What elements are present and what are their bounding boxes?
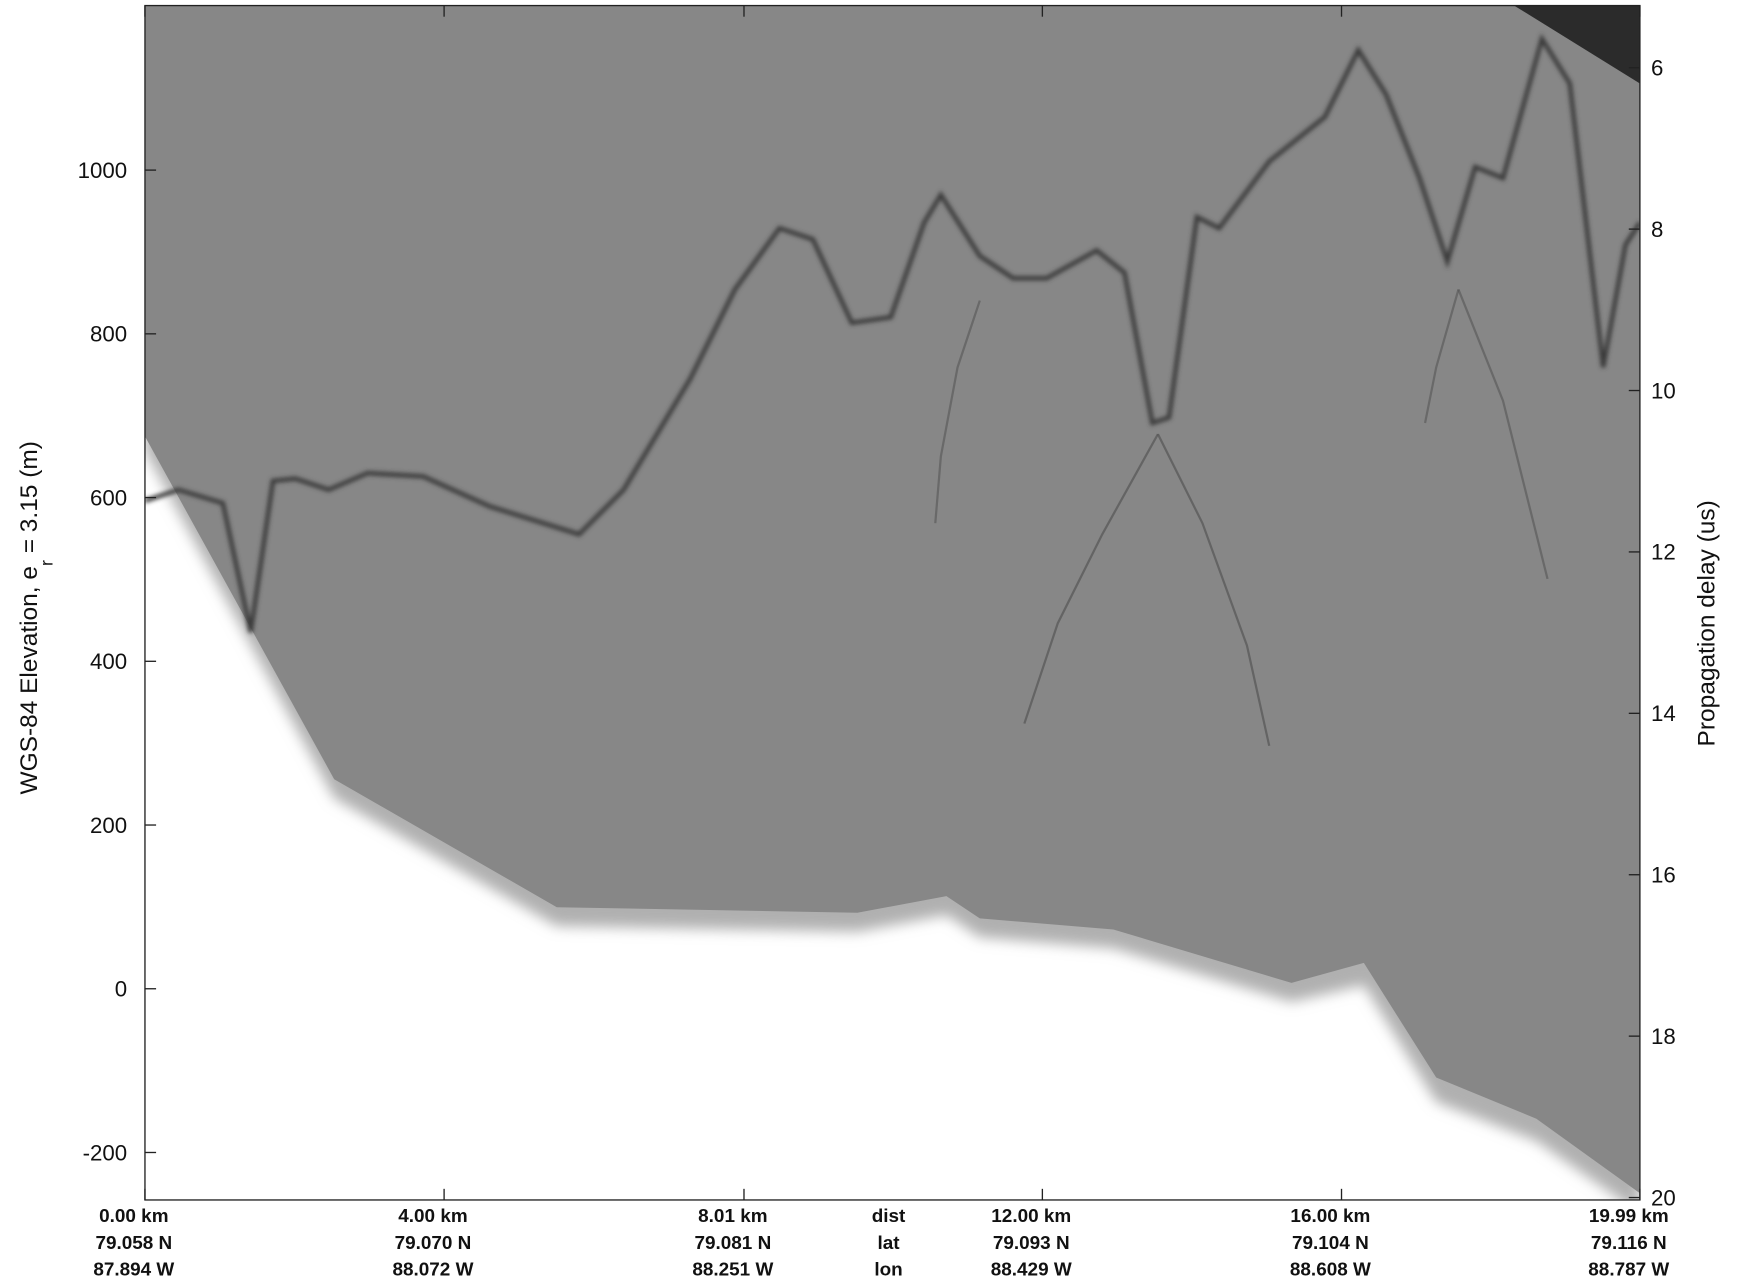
lon-label: 87.894 W (93, 1260, 174, 1279)
lat-label: 79.116 N (1591, 1233, 1667, 1254)
y-tick-label: 400 (90, 649, 127, 674)
lat-label: 79.081 N (694, 1233, 771, 1254)
x-tick-label: 19.99 km (1589, 1206, 1669, 1227)
lat-label: 79.104 N (1292, 1233, 1369, 1254)
lat-label: 79.070 N (395, 1233, 472, 1254)
lat-label: 79.058 N (95, 1233, 172, 1254)
y-tick-label: -200 (83, 1140, 128, 1165)
echogram-image (144, 5, 1640, 1200)
lon-label: 88.429 W (991, 1260, 1072, 1279)
x-tick-label: 4.00 km (398, 1206, 467, 1227)
x-tick-label: 12.00 km (991, 1206, 1071, 1227)
y2-tick-label: 16 (1651, 863, 1676, 888)
y2-tick-label: 12 (1651, 540, 1676, 565)
y-axis-label: WGS-84 Elevation, er = 3.15 (m) (16, 441, 57, 794)
y-tick-label: 600 (90, 485, 127, 510)
y-label-suffix: = 3.15 (m) (16, 441, 43, 560)
y2-tick-label: 10 (1651, 378, 1676, 403)
y-label-main: WGS-84 Elevation, e (16, 566, 43, 794)
x-tick-label: 16.00 km (1290, 1206, 1370, 1227)
y2-tick-label: 6 (1651, 55, 1663, 80)
lon-label: 88.251 W (692, 1260, 773, 1279)
plot-frame (144, 4, 1641, 1201)
lon-label: 88.787 W (1588, 1260, 1669, 1279)
y2-tick-label: 8 (1651, 217, 1663, 242)
y-tick-label: 0 (115, 977, 127, 1002)
row-label: lat (877, 1233, 900, 1254)
y2-tick-label: 18 (1651, 1024, 1676, 1049)
x-tick-label: 8.01 km (698, 1206, 767, 1227)
row-label: dist (872, 1206, 906, 1227)
y2-axis-label: Propagation delay (us) (1693, 500, 1720, 746)
lon-label: 88.608 W (1290, 1260, 1371, 1279)
lon-label: 88.072 W (392, 1260, 473, 1279)
row-label: lon (874, 1260, 902, 1279)
lat-label: 79.093 N (993, 1233, 1070, 1254)
y2-tick-label: 20 (1651, 1185, 1676, 1210)
y-tick-label: 800 (90, 322, 127, 347)
y-label-sub: r (37, 560, 57, 566)
x-tick-label: 0.00 km (99, 1206, 168, 1227)
y2-tick-label: 14 (1651, 701, 1676, 726)
y-tick-label: 1000 (78, 158, 128, 183)
y-tick-label: 200 (90, 813, 127, 838)
